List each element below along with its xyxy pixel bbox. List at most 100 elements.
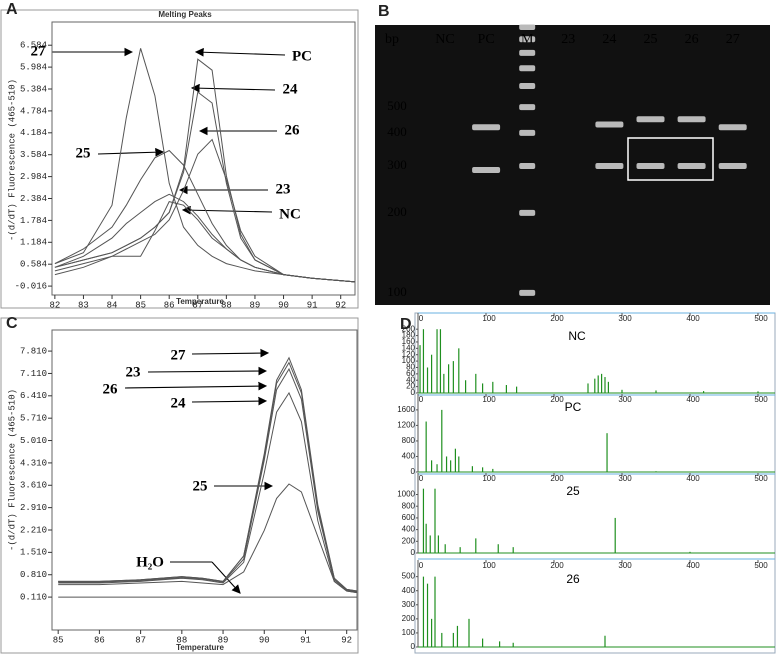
x-tick-label: 88 [221,300,232,310]
highlight-box [627,137,714,181]
y-tick-label: 0.110 [20,592,47,602]
y-tick-label: 100 [387,284,407,299]
lane-label: M [521,32,534,47]
y-tick-label: 500 [387,98,407,113]
x-tick-label: 90 [278,300,289,310]
panel-c-frame [0,317,359,654]
y-tick-label: 5.710 [20,414,47,424]
band [519,129,536,136]
y-tick-label: 500 [402,572,416,581]
y-tick-label: 180 [402,331,416,340]
y-tick-label: 200 [402,614,416,623]
x-tick-label: 85 [135,300,146,310]
band [636,116,665,123]
band [595,163,624,170]
band [519,49,536,56]
series-line [58,391,358,594]
band [718,163,747,170]
series-label: 23 [276,181,291,197]
lane-label: 27 [726,32,740,47]
y-axis-label: -(d/dT) Fluorescence (465-510) [7,79,17,241]
y-tick-label: 1600 [397,405,415,414]
band [677,116,706,123]
series-line [58,367,358,593]
y-tick-label: 2.910 [20,503,47,513]
y-tick-label: 0 [411,642,416,651]
x-tick-label: 86 [164,300,175,310]
x-tick-label: 500 [754,474,768,483]
band [636,163,665,170]
band [472,124,501,131]
x-tick-label: 83 [78,300,89,310]
panel-d-frame [414,312,776,654]
x-tick-label: 84 [107,300,118,310]
band [677,163,706,170]
x-axis-label: Temperature [176,297,224,306]
y-tick-label: 7.810 [20,346,47,356]
x-tick-label: 300 [618,314,632,323]
y-tick-label: 20 [406,382,415,391]
x-tick-label: 400 [686,395,700,404]
series-label: 27 [31,43,47,59]
band [519,65,536,72]
arrow [190,83,276,93]
lane-label: NC [435,32,454,47]
panel-a-frame [0,9,359,309]
y-tick-label: 0.584 [20,260,47,270]
y-axis-label: bp [385,32,399,47]
x-tick-label: 0 [419,561,424,570]
y-tick-label: 1000 [397,490,415,499]
y-tick-label: 120 [402,350,416,359]
y-tick-label: 600 [402,513,416,522]
x-tick-label: 89 [218,635,229,645]
lane-label: PC [478,32,495,47]
band [519,289,536,296]
subplot-title: NC [568,329,586,343]
y-tick-label: 6.584 [20,41,47,51]
series-line [58,483,358,594]
series-label: 27 [171,347,187,363]
y-tick-label: 400 [402,525,416,534]
x-tick-label: 92 [341,635,352,645]
x-tick-label: 400 [686,474,700,483]
gel [472,24,747,296]
panel-letter: D [400,316,412,333]
y-tick-label: 4.784 [20,106,47,116]
x-tick-label: 0 [419,314,424,323]
x-tick-label: 100 [482,474,496,483]
band [519,24,536,31]
x-tick-label: 85 [53,635,64,645]
subplot-title: 26 [566,572,580,586]
y-tick-label: 400 [387,124,407,139]
y-tick-label: 3.610 [20,481,47,491]
arrow [194,47,286,57]
panel-letter: B [378,3,390,20]
x-tick-label: 88 [176,635,187,645]
series-line [54,91,356,283]
y-tick-label: 200 [402,324,416,333]
x-tick-label: 100 [482,561,496,570]
y-tick-label: 4.184 [20,128,47,138]
y-tick-label: 140 [402,343,416,352]
x-tick-label: 200 [550,561,564,570]
y-tick-label: 80 [406,363,415,372]
band [595,121,624,128]
band [519,83,536,90]
y-tick-label: 5.384 [20,84,47,94]
x-tick-label: 87 [135,635,146,645]
y-tick-label: 300 [402,600,416,609]
x-tick-label: 90 [259,635,270,645]
y-tick-label: 4.310 [20,458,47,468]
x-tick-label: 500 [754,561,768,570]
lane-label: 26 [685,32,699,47]
y-tick-label: 2.384 [20,194,47,204]
band [718,124,747,131]
arrow [97,147,165,157]
x-tick-label: 91 [300,635,311,645]
x-axis-label: Temperature [176,643,224,652]
y-tick-label: 2.210 [20,525,47,535]
band [519,163,536,170]
series-label: 26 [103,381,119,397]
x-tick-label: 92 [335,300,346,310]
